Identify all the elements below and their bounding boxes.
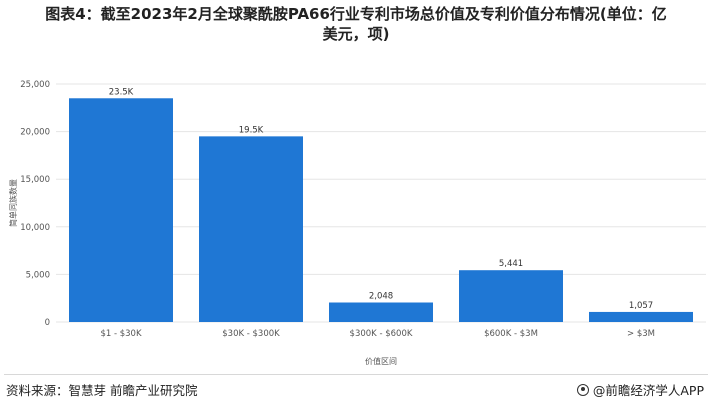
y-tick-label: 15,000 <box>20 175 50 185</box>
bar <box>329 302 433 322</box>
bar-data-label: 5,441 <box>499 259 523 269</box>
bar-data-label: 19.5K <box>239 125 264 135</box>
bar <box>459 270 563 322</box>
source-note: 资料来源：智慧芽 前瞻产业研究院 <box>6 383 198 398</box>
y-tick-label: 20,000 <box>20 128 50 138</box>
bar-data-label: 2,048 <box>369 292 393 302</box>
bar <box>589 311 693 322</box>
x-tick-label: $300K - $600K <box>350 329 413 339</box>
x-tick-label: $600K - $3M <box>484 329 538 339</box>
y-tick-label: 10,000 <box>20 223 50 233</box>
y-tick-label: 0 <box>45 318 50 328</box>
x-tick-label: $1 - $30K <box>100 329 142 339</box>
bar-chart: 0 5,000 10,000 15,000 20,000 25,000 简单同族数量 23.5… <box>8 80 706 366</box>
bar-data-label: 1,057 <box>629 301 653 311</box>
chart-title-line-1: 图表4：截至2023年2月全球聚酰胺PA66行业专利市场总价值及专利价值分布情况… <box>45 5 667 23</box>
y-axis-title: 简单同族数量 <box>8 179 18 227</box>
y-tick-label: 25,000 <box>20 80 50 90</box>
bar <box>69 98 173 322</box>
x-tick-label: $30K - $300K <box>222 329 280 339</box>
footer-divider <box>4 374 708 375</box>
chart-area: 0 5,000 10,000 15,000 20,000 25,000 简单同族数量 23.5… <box>0 48 712 374</box>
brand-logo-icon <box>576 383 589 396</box>
x-tick-label: > $3M <box>627 329 655 339</box>
bar-data-label: 23.5K <box>109 87 134 97</box>
brand-label: @前瞻经济学人APP <box>592 383 704 398</box>
chart-title-line-2: 美元，项) <box>322 25 390 43</box>
y-tick-label: 5,000 <box>26 270 50 280</box>
bar <box>199 136 303 322</box>
chart-title: 图表4：截至2023年2月全球聚酰胺PA66行业专利市场总价值及专利价值分布情况… <box>0 4 712 44</box>
x-axis-title: 价值区间 <box>365 356 397 366</box>
brand-mark: @前瞻经济学人APP <box>576 380 704 399</box>
